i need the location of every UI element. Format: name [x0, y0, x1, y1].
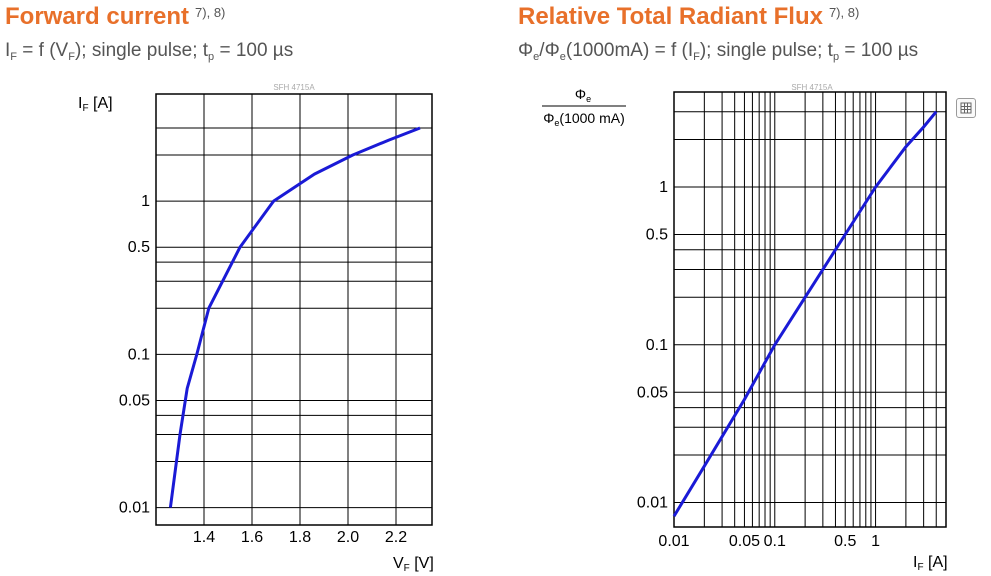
plot-frame: [155, 93, 433, 526]
x-tick-label: 0.01: [658, 533, 689, 550]
series-line-radiant-flux: [672, 110, 938, 517]
y-tick-label: 0.1: [646, 337, 668, 354]
zoom-button[interactable]: [956, 98, 976, 118]
radiant-flux-footnote: 7), 8): [828, 5, 860, 20]
radiant-flux-subtitle: Φe/Φe(1000mA) = f (IF); single pulse; tp…: [518, 40, 919, 63]
series-line-forward-current: [168, 126, 421, 508]
forward-current-subtitle: IF = f (VF); single pulse; tp = 100 µs: [5, 40, 294, 63]
radiant-flux-title: Relative Total Radiant Flux 7), 8): [518, 3, 860, 30]
y-tick-label: 1: [659, 179, 668, 196]
y-axis-label-denominator: Φe(1000 mA): [543, 110, 625, 128]
zoom-icon: [960, 102, 972, 114]
x-tick-label: 0.1: [764, 533, 786, 550]
y-tick-label: 0.5: [128, 239, 150, 256]
y-axis-label-numerator: Φe: [575, 86, 591, 104]
y-tick-label: 1: [141, 193, 150, 210]
y-tick-label: 0.05: [637, 384, 668, 401]
chart-watermark: SFH 4715A: [273, 83, 315, 92]
x-tick-label: 0.5: [834, 533, 856, 550]
x-tick-label: 1.4: [193, 529, 215, 546]
x-tick-label: 1.8: [289, 529, 311, 546]
y-tick-label: 0.05: [119, 392, 150, 409]
x-tick-label: 0.05: [729, 533, 760, 550]
y-tick-label: 0.01: [637, 495, 668, 512]
x-tick-label: 2.2: [385, 529, 407, 546]
plot-frame: [673, 91, 947, 528]
y-tick-label: 0.01: [119, 500, 150, 517]
x-tick-label: 2.0: [337, 529, 359, 546]
y-axis-label: IF [A]: [78, 95, 113, 114]
forward-current-title: Forward current 7), 8): [5, 3, 226, 30]
x-tick-label: 1: [871, 533, 880, 550]
x-axis-label: VF [V]: [393, 555, 434, 574]
x-axis-label: IF [A]: [913, 554, 948, 573]
forward-current-footnote: 7), 8): [195, 5, 226, 20]
chart-watermark: SFH 4715A: [791, 83, 833, 92]
y-tick-label: 0.1: [128, 346, 150, 363]
y-tick-label: 0.5: [646, 226, 668, 243]
x-tick-label: 1.6: [241, 529, 263, 546]
